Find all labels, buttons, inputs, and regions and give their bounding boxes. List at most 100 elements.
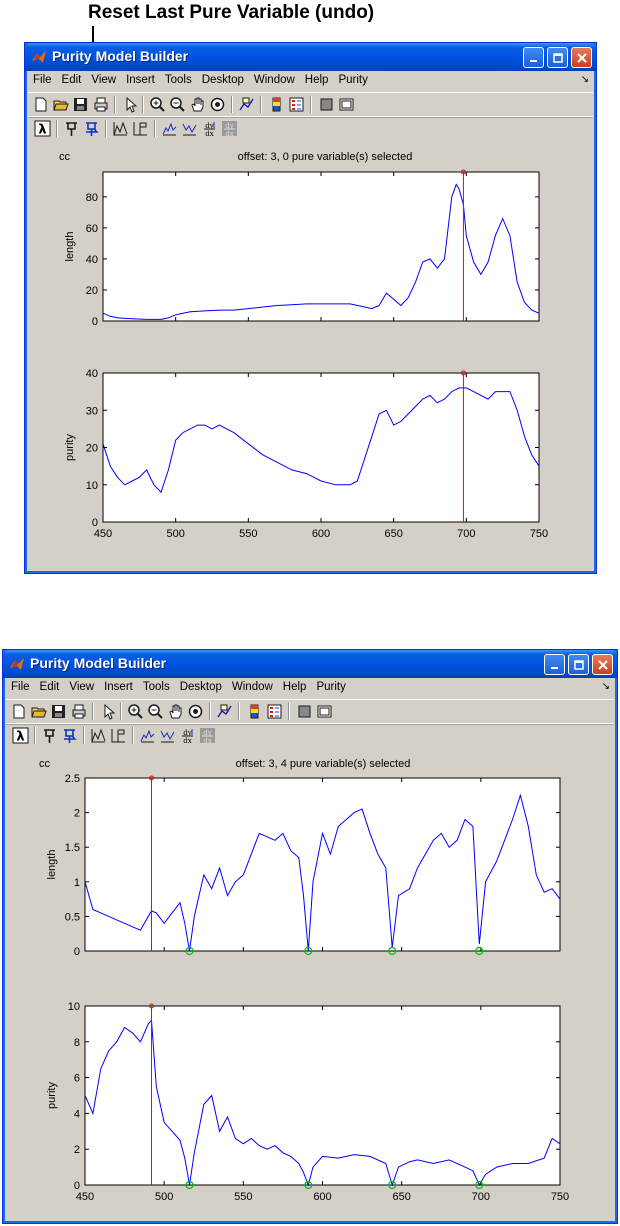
minimize-button[interactable]: [523, 47, 544, 68]
menu-view[interactable]: View: [91, 74, 117, 86]
cursor-flag-icon[interactable]: [110, 727, 127, 744]
pan-hand-icon[interactable]: [189, 96, 206, 113]
toolbar-separator: [288, 703, 290, 720]
menu-edit[interactable]: Edit: [39, 681, 60, 693]
y-tick-label: 40: [86, 254, 98, 266]
menu-bar: File Edit View Insert Tools Desktop Window Help…: [28, 72, 593, 91]
axes-purity[interactable]: 0 2 4 6 8 10 450 500 550 600 650 700 750 purity: [46, 1001, 569, 1203]
open-file-icon[interactable]: [30, 703, 47, 720]
zoom-out-icon[interactable]: [147, 703, 164, 720]
menu-view[interactable]: View: [69, 681, 95, 693]
toolbar-separator: [56, 120, 58, 137]
hide-plot-tools-icon[interactable]: [318, 96, 335, 113]
zoom-in-icon[interactable]: [149, 96, 166, 113]
pan-hand-icon[interactable]: [167, 703, 184, 720]
maximize-icon: [552, 52, 563, 63]
data-cursor-icon[interactable]: [216, 703, 233, 720]
open-file-icon[interactable]: [52, 96, 69, 113]
close-button[interactable]: [592, 654, 613, 675]
menu-tools[interactable]: Tools: [142, 681, 170, 693]
menu-edit[interactable]: Edit: [61, 74, 82, 86]
pure-variable-marker[interactable]: [185, 946, 194, 956]
title-bar[interactable]: Purity Model Builder: [3, 650, 617, 678]
colorbar-icon[interactable]: [268, 96, 285, 113]
menu-purity[interactable]: Purity: [338, 74, 368, 86]
menu-window[interactable]: Window: [253, 74, 295, 86]
plot-purity-icon[interactable]: [181, 120, 198, 137]
plot-spectrum-icon[interactable]: [139, 727, 156, 744]
corner-label: cc: [39, 758, 51, 770]
select-arrow-icon[interactable]: [122, 96, 139, 113]
y-axis-label: purity: [46, 1082, 58, 1109]
lambda-icon[interactable]: λ: [12, 727, 29, 744]
reset-last-pure-variable-icon[interactable]: [83, 120, 100, 137]
axes-purity[interactable]: 0 10 20 30 40 450 500 550 600 650 700 750 purity: [64, 368, 548, 540]
pure-variable-marker[interactable]: [304, 946, 313, 956]
axes-length[interactable]: 0 0.5 1 1.5 2 2.5 length: [46, 773, 561, 958]
save-icon[interactable]: [72, 96, 89, 113]
plot-area[interactable]: [84, 1005, 561, 1186]
print-icon[interactable]: [70, 703, 87, 720]
menu-desktop[interactable]: Desktop: [179, 681, 222, 693]
new-file-icon[interactable]: [10, 703, 27, 720]
pure-variable-marker[interactable]: [185, 1180, 194, 1190]
cursor-flag-icon[interactable]: [132, 120, 149, 137]
menu-purity[interactable]: Purity: [316, 681, 346, 693]
menu-help[interactable]: Help: [282, 681, 307, 693]
legend-icon[interactable]: [266, 703, 283, 720]
y-tick-label: 10: [86, 480, 98, 492]
colorbar-icon[interactable]: [246, 703, 263, 720]
pure-variable-marker[interactable]: [388, 1180, 397, 1190]
zoom-in-icon[interactable]: [127, 703, 144, 720]
plot-spectrum-icon[interactable]: [161, 120, 178, 137]
menu-window[interactable]: Window: [231, 681, 273, 693]
hide-plot-tools-icon[interactable]: [296, 703, 313, 720]
menu-insert[interactable]: Insert: [104, 681, 133, 693]
dock-arrow-icon[interactable]: ↘: [580, 74, 589, 85]
maximize-button[interactable]: [568, 654, 589, 675]
close-button[interactable]: [571, 47, 592, 68]
print-icon[interactable]: [92, 96, 109, 113]
menu-file[interactable]: File: [33, 74, 52, 86]
dock-arrow-icon[interactable]: ↘: [601, 681, 610, 692]
reset-last-pure-variable-icon[interactable]: [61, 727, 78, 744]
menu-desktop[interactable]: Desktop: [201, 74, 244, 86]
save-icon[interactable]: [50, 703, 67, 720]
menu-tools[interactable]: Tools: [164, 74, 192, 86]
rotate-3d-icon[interactable]: [209, 96, 226, 113]
show-plot-tools-icon[interactable]: [338, 96, 355, 113]
pure-variable-marker[interactable]: [475, 946, 484, 956]
cursor-mark-icon[interactable]: [90, 727, 107, 744]
plot-area[interactable]: [84, 777, 561, 952]
plot-area[interactable]: [102, 372, 540, 523]
maximize-button[interactable]: [547, 47, 568, 68]
plot-area[interactable]: [102, 171, 540, 322]
menu-file[interactable]: File: [11, 681, 30, 693]
menu-help[interactable]: Help: [304, 74, 329, 86]
pure-variable-marker[interactable]: [388, 946, 397, 956]
x-tick-label: 450: [76, 1191, 94, 1203]
data-cursor-icon[interactable]: [238, 96, 255, 113]
select-arrow-icon[interactable]: [100, 703, 117, 720]
pure-variable-marker[interactable]: [475, 1180, 484, 1190]
toolbar-separator: [238, 703, 240, 720]
rotate-3d-icon[interactable]: [187, 703, 204, 720]
cursor-mark-icon[interactable]: [112, 120, 129, 137]
set-pure-variable-icon[interactable]: [63, 120, 80, 137]
set-pure-variable-icon[interactable]: [41, 727, 58, 744]
new-file-icon[interactable]: [32, 96, 49, 113]
zoom-out-icon[interactable]: [169, 96, 186, 113]
pure-variable-marker[interactable]: [304, 1180, 313, 1190]
lambda-icon[interactable]: λ: [34, 120, 51, 137]
menu-insert[interactable]: Insert: [126, 74, 155, 86]
title-bar[interactable]: Purity Model Builder: [25, 43, 596, 71]
minimize-button[interactable]: [544, 654, 565, 675]
plot-purity-icon[interactable]: [159, 727, 176, 744]
legend-icon[interactable]: [288, 96, 305, 113]
show-plot-tools-icon[interactable]: [316, 703, 333, 720]
axes-length[interactable]: 0 20 40 60 80 length: [64, 169, 540, 328]
